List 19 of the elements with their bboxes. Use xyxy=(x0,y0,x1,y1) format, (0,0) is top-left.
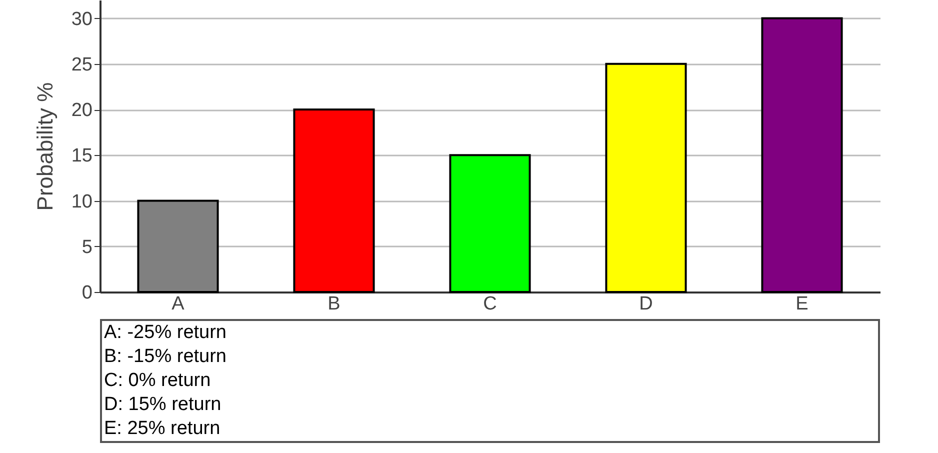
x-tick-label: E xyxy=(796,294,808,314)
bar xyxy=(605,62,687,293)
x-tick-label: B xyxy=(328,294,340,314)
bar xyxy=(761,17,843,293)
y-tick-label: 30 xyxy=(71,8,92,30)
bar xyxy=(449,154,531,293)
y-tick-label: 5 xyxy=(82,236,92,258)
y-tick-label: 10 xyxy=(71,191,92,212)
bar xyxy=(293,108,375,293)
y-tick-label: 15 xyxy=(71,146,92,167)
y-tick-label: 25 xyxy=(71,54,92,76)
bar xyxy=(137,200,219,293)
x-tick-label: C xyxy=(483,294,497,314)
x-tick-label: D xyxy=(639,294,653,314)
y-tick-label: 0 xyxy=(82,282,92,304)
y-axis-title: Probability % xyxy=(32,82,58,211)
key-box: A: -25% return B: -15% return C: 0% return D: 15% return E: 25% return xyxy=(100,319,880,443)
x-tick-label: A xyxy=(172,294,185,314)
y-tick-label: 20 xyxy=(71,100,92,121)
